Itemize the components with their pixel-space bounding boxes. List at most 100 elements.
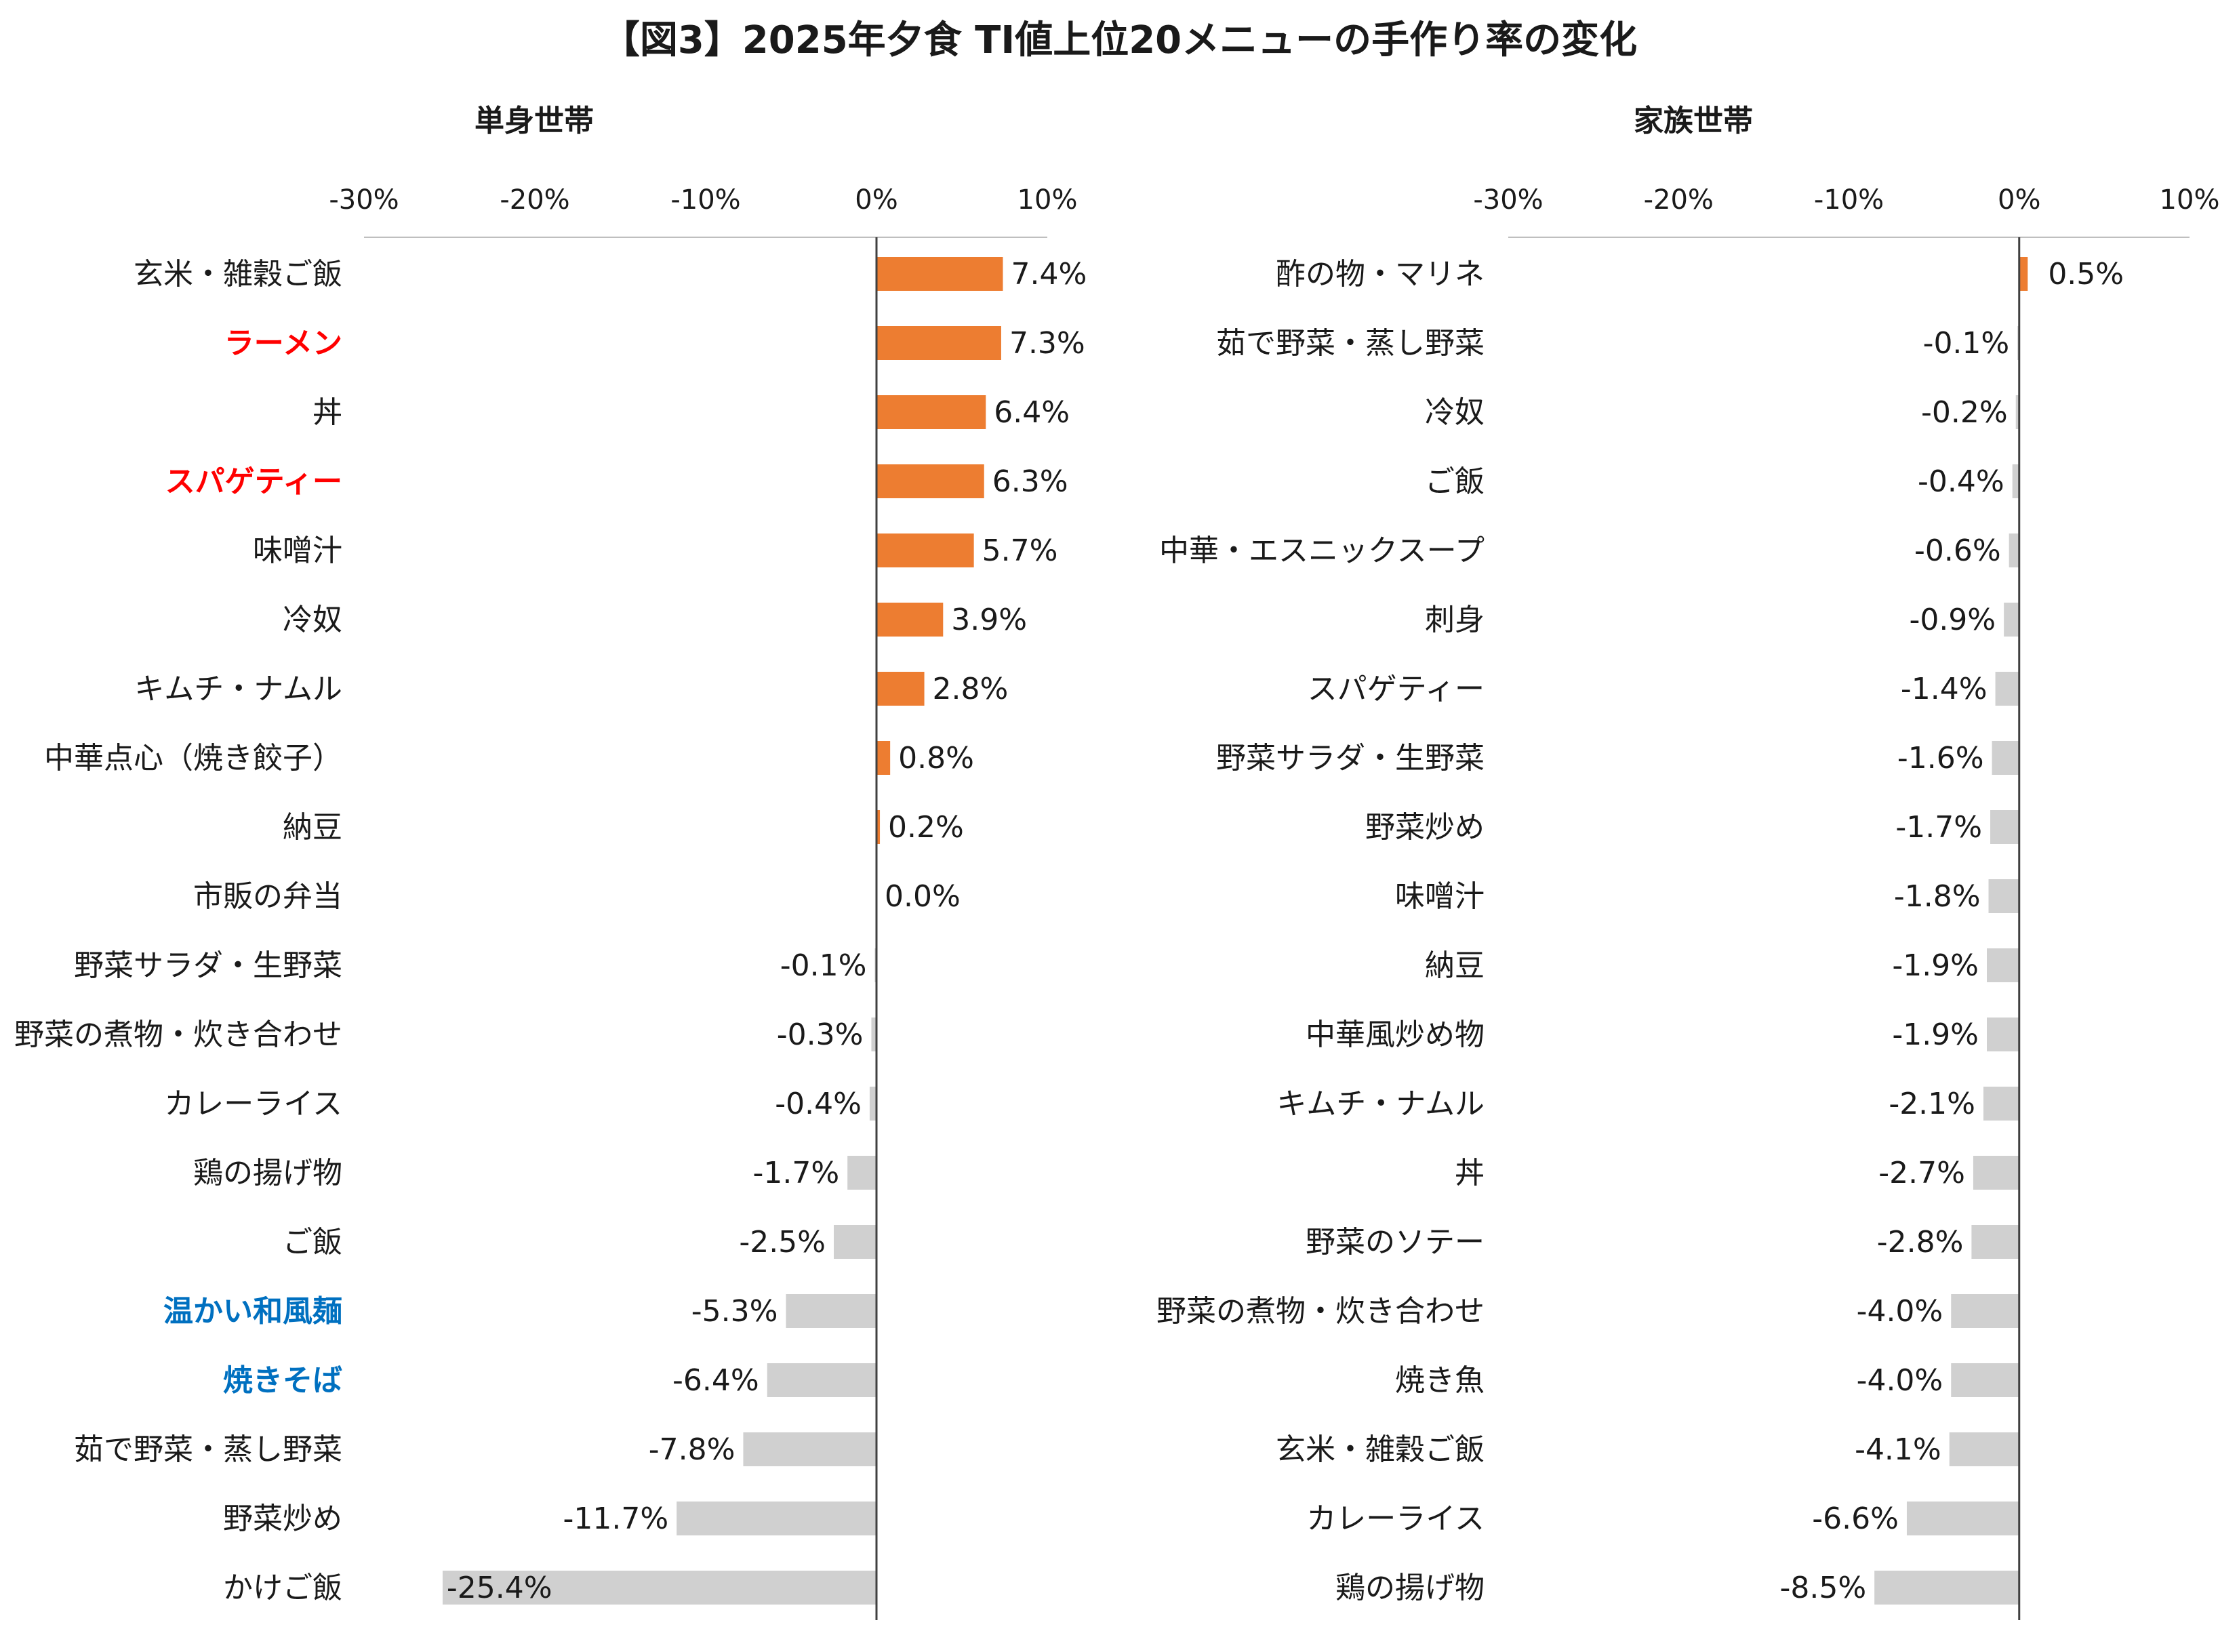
x-tick-label: -20% xyxy=(500,184,569,216)
x-tick-label: -30% xyxy=(329,184,399,216)
bar xyxy=(876,533,974,567)
value-label: -0.4% xyxy=(775,1087,862,1121)
category-label: 冷奴 xyxy=(283,603,342,637)
value-label: 0.5% xyxy=(2048,257,2124,291)
bar xyxy=(876,395,986,429)
category-label: 丼 xyxy=(1455,1156,1485,1190)
category-label: 鶏の揚げ物 xyxy=(193,1156,342,1190)
value-label: -25.4% xyxy=(447,1571,552,1605)
value-label: -1.7% xyxy=(752,1156,839,1190)
category-label: かけご飯 xyxy=(223,1571,342,1605)
bar xyxy=(876,326,1001,360)
value-label: -2.8% xyxy=(1877,1225,1964,1260)
value-label: 6.4% xyxy=(994,395,1070,430)
value-label: -2.7% xyxy=(1878,1156,1965,1190)
value-label: -0.2% xyxy=(1921,395,2008,430)
category-label: 刺身 xyxy=(1425,603,1485,637)
value-label: -0.3% xyxy=(777,1018,864,1052)
category-label: キムチ・ナムル xyxy=(134,672,342,706)
category-label: 茹で野菜・蒸し野菜 xyxy=(1216,326,1485,361)
x-tick-label: 0% xyxy=(855,184,897,216)
value-label: -0.6% xyxy=(1914,533,2001,568)
value-label: -2.1% xyxy=(1889,1087,1975,1121)
category-label: 野菜炒め xyxy=(223,1502,342,1536)
x-tick-label: -20% xyxy=(1644,184,1714,216)
value-label: -4.0% xyxy=(1857,1294,1943,1329)
single-household-chart: -30% -20% -10% 0% 10% 玄米・雑穀ご飯 7.4% ラーメン 7.3% 丼 6.4… xyxy=(14,184,1087,1620)
category-label: 野菜の煮物・炊き合わせ xyxy=(14,1018,342,1052)
bar xyxy=(1988,879,2019,913)
value-label: -4.0% xyxy=(1857,1363,1943,1398)
bar xyxy=(871,1018,876,1051)
category-label: 野菜炒め xyxy=(1365,810,1485,845)
category-label: 納豆 xyxy=(1425,948,1485,983)
category-label: 味噌汁 xyxy=(253,533,342,568)
bar xyxy=(876,672,925,706)
bar xyxy=(1992,741,2019,775)
category-label: 玄米・雑穀ご飯 xyxy=(134,257,342,291)
category-label: 中華風炒め物 xyxy=(1306,1018,1485,1052)
category-label: 野菜の煮物・炊き合わせ xyxy=(1156,1294,1485,1329)
category-label: 温かい和風麺 xyxy=(163,1294,342,1329)
value-label: 0.8% xyxy=(898,741,974,775)
bar xyxy=(677,1502,876,1535)
bar xyxy=(1951,1294,2019,1328)
category-label: キムチ・ナムル xyxy=(1276,1087,1485,1121)
bar xyxy=(442,1571,876,1605)
panel-title-family: 家族世帯 xyxy=(1634,104,1753,138)
category-label: 野菜のソテー xyxy=(1306,1225,1485,1260)
bar xyxy=(876,810,881,844)
value-label: 6.3% xyxy=(992,464,1068,499)
value-label: -1.6% xyxy=(1897,741,1984,775)
bar xyxy=(1983,1087,2019,1121)
bar xyxy=(876,603,944,637)
value-label: -1.7% xyxy=(1895,810,1982,845)
bar xyxy=(743,1432,876,1466)
panel-title-single: 単身世帯 xyxy=(475,104,594,138)
bar xyxy=(876,464,984,498)
category-label: スパゲティー xyxy=(165,464,342,499)
bar xyxy=(767,1363,876,1397)
value-label: -5.3% xyxy=(691,1294,778,1329)
bar xyxy=(2004,603,2019,637)
value-label: -7.8% xyxy=(649,1432,735,1467)
x-tick-label: -10% xyxy=(670,184,740,216)
bar xyxy=(1990,810,2019,844)
bar xyxy=(2012,464,2019,498)
bar xyxy=(1951,1363,2019,1397)
bar xyxy=(847,1156,876,1190)
family-household-chart: -30% -20% -10% 0% 10% 酢の物・マリネ 0.5% 茹で野菜・蒸し野菜 -0.… xyxy=(1156,184,2219,1620)
value-label: -8.5% xyxy=(1780,1571,1867,1605)
category-label: 野菜サラダ・生野菜 xyxy=(1216,741,1485,775)
category-label: 鶏の揚げ物 xyxy=(1335,1571,1485,1605)
bar xyxy=(834,1225,876,1259)
value-label: -1.9% xyxy=(1892,948,1979,983)
category-label: カレーライス xyxy=(164,1087,342,1121)
category-label: スパゲティー xyxy=(1308,672,1485,706)
category-label: カレーライス xyxy=(1306,1502,1485,1536)
value-label: -6.6% xyxy=(1812,1502,1899,1536)
value-label: 3.9% xyxy=(951,603,1027,637)
bar xyxy=(1987,948,2019,982)
x-tick-label: 10% xyxy=(1017,184,1078,216)
value-label: -0.1% xyxy=(1923,326,2010,361)
bar xyxy=(1874,1571,2019,1605)
value-label: 0.2% xyxy=(888,810,964,845)
bar xyxy=(876,741,891,775)
value-label: 7.4% xyxy=(1011,257,1087,291)
value-label: -6.4% xyxy=(672,1363,759,1398)
bar xyxy=(876,257,1003,291)
bar xyxy=(869,1087,876,1121)
category-label: 焼きそば xyxy=(223,1363,342,1398)
category-label: 焼き魚 xyxy=(1395,1363,1485,1398)
value-label: -0.4% xyxy=(1918,464,2004,499)
value-label: 5.7% xyxy=(982,533,1058,568)
bar xyxy=(1971,1225,2019,1259)
category-label: ラーメン xyxy=(224,326,342,361)
bar xyxy=(2015,395,2019,429)
family-household-panel: 家族世帯 -30% -20% -10% 0% 10% 酢の物・マリネ 0.5% 茹で野菜・蒸し… xyxy=(1112,0,2239,1652)
value-label: -4.1% xyxy=(1855,1432,1941,1467)
single-household-panel: 単身世帯 -30% -20% -10% 0% 10% 玄米・雑穀ご飯 7.4% ラーメン 7.3… xyxy=(0,0,1087,1652)
chart-title: 【図3】2025年夕食 TI値上位20メニューの手作り率の変化 xyxy=(601,18,1638,62)
value-label: -1.9% xyxy=(1892,1018,1979,1052)
